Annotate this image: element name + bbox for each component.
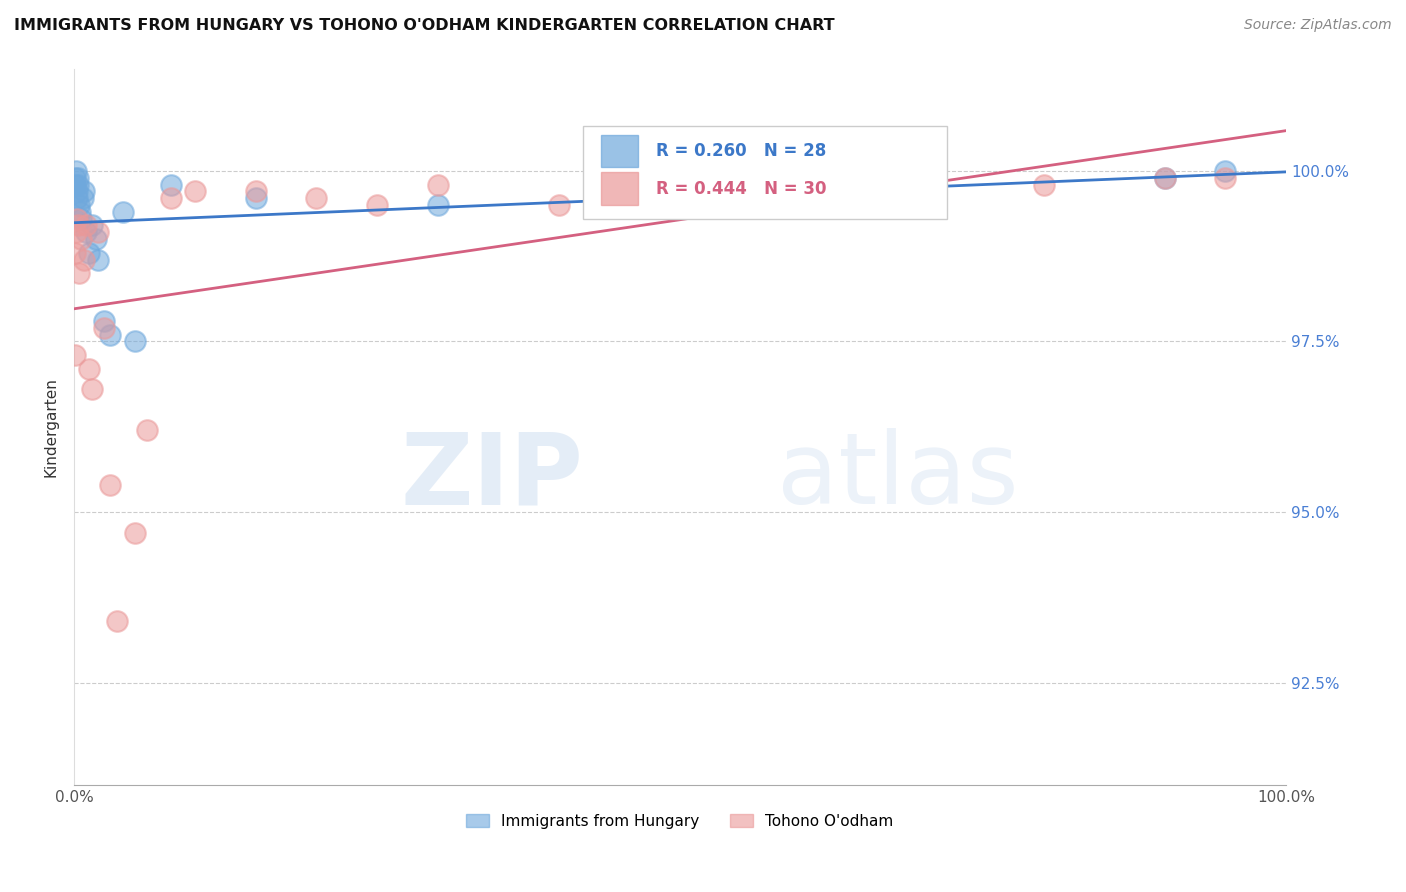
Point (426, 178, 449, 192)
Point (366, 198, 388, 212)
Point (124, 525, 146, 540)
Point (124, 334, 146, 349)
Point (65, 170, 87, 185)
Point (1153, 170, 1175, 185)
Point (67, 178, 90, 192)
Point (1215, 170, 1237, 185)
Point (77, 361, 100, 376)
Point (77, 245, 100, 260)
Point (1215, 164, 1237, 178)
Point (70, 232, 93, 246)
Point (184, 185, 207, 199)
Point (67, 198, 90, 212)
Point (426, 198, 449, 212)
Point (65, 164, 87, 178)
Point (111, 204, 134, 219)
Text: atlas: atlas (778, 428, 1018, 525)
Point (66, 170, 89, 185)
Point (73, 185, 96, 199)
Bar (602, 136, 637, 168)
Point (70, 211, 93, 226)
Point (160, 178, 183, 192)
Point (87, 225, 110, 239)
Text: ZIP: ZIP (401, 428, 583, 525)
Point (73, 252, 96, 267)
Point (100, 327, 122, 342)
Point (100, 478, 122, 492)
Point (75, 219, 97, 233)
Point (911, 178, 934, 192)
Point (65, 225, 87, 239)
Bar (602, 172, 637, 204)
Point (1032, 178, 1054, 192)
Point (69, 204, 91, 219)
Point (1153, 170, 1175, 185)
Legend: Immigrants from Hungary, Tohono O'odham: Immigrants from Hungary, Tohono O'odham (460, 807, 900, 835)
Bar (583, 126, 946, 219)
Point (63, 348, 86, 362)
Point (66, 191, 89, 205)
Point (66, 219, 89, 233)
Point (63, 178, 86, 192)
Point (93, 314, 115, 328)
Text: Source: ZipAtlas.com: Source: ZipAtlas.com (1244, 18, 1392, 32)
Point (87, 252, 110, 267)
Point (245, 191, 267, 205)
Point (84, 232, 107, 246)
Text: IMMIGRANTS FROM HUNGARY VS TOHONO O'ODHAM KINDERGARTEN CORRELATION CHART: IMMIGRANTS FROM HUNGARY VS TOHONO O'ODHA… (14, 18, 835, 33)
Point (547, 198, 569, 212)
Y-axis label: Kindergarten: Kindergarten (44, 376, 58, 476)
Text: R = 0.444   N = 30: R = 0.444 N = 30 (655, 179, 827, 197)
Point (82, 219, 104, 233)
Point (160, 191, 183, 205)
Point (911, 185, 934, 199)
Point (669, 178, 692, 192)
Point (105, 615, 128, 629)
Point (305, 191, 328, 205)
Text: R = 0.260   N = 28: R = 0.260 N = 28 (655, 143, 827, 161)
Point (65, 245, 87, 260)
Point (65, 185, 87, 199)
Point (790, 185, 813, 199)
Point (135, 423, 157, 437)
Point (75, 225, 97, 239)
Point (245, 185, 267, 199)
Point (669, 191, 692, 205)
Point (82, 382, 104, 396)
Point (67, 266, 90, 280)
Point (93, 321, 115, 335)
Point (72, 191, 94, 205)
Point (65, 211, 87, 226)
